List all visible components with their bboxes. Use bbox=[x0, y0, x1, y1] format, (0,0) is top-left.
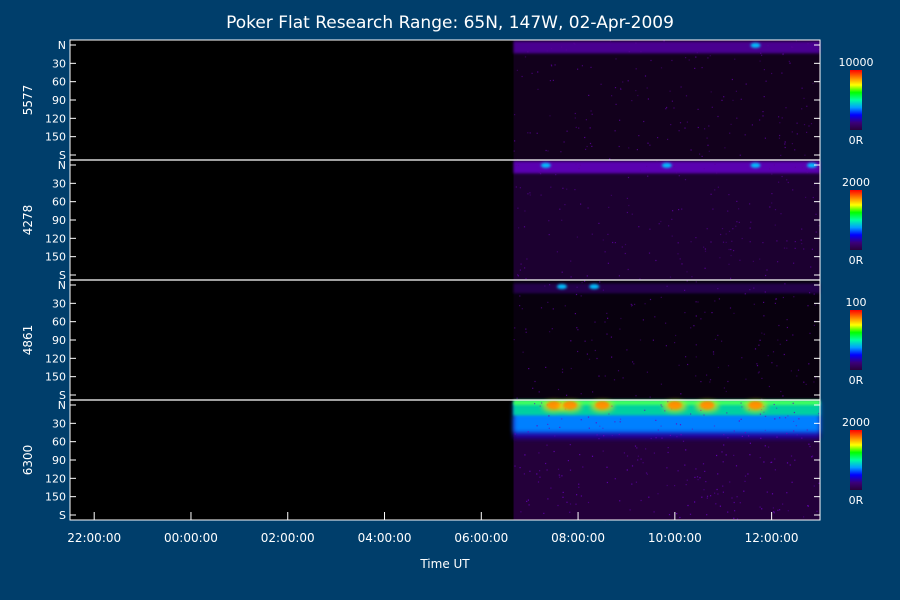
emission-peak bbox=[661, 162, 672, 168]
panel-4278: N 30 60 90 120 150 S 4278 2000 0R bbox=[21, 159, 870, 282]
y-tick-label: S bbox=[59, 149, 66, 162]
chart-title: Poker Flat Research Range: 65N, 147W, 02… bbox=[226, 13, 674, 33]
emission-peak bbox=[750, 162, 761, 168]
time-axis: 22:00:00 00:00:00 02:00:00 04:00:00 06:00:00… bbox=[67, 512, 799, 545]
panel-emission bbox=[513, 280, 820, 401]
colorbar-min-label: 0R bbox=[849, 374, 864, 387]
emission-peak bbox=[750, 42, 761, 48]
panel-emission bbox=[513, 40, 820, 161]
y-tick-label: 150 bbox=[45, 371, 66, 384]
colorbar bbox=[850, 70, 862, 130]
colorbar-max-label: 10000 bbox=[839, 56, 874, 69]
colorbar-max-label: 2000 bbox=[842, 176, 870, 189]
colorbar-min-label: 0R bbox=[849, 254, 864, 267]
x-axis-label: Time UT bbox=[419, 557, 470, 571]
y-tick-label: S bbox=[59, 509, 66, 522]
y-tick-label: 120 bbox=[45, 232, 66, 245]
panel-emission bbox=[513, 160, 820, 280]
emission-peak bbox=[556, 284, 567, 290]
y-tick-label: 30 bbox=[52, 417, 66, 430]
y-tick-label: N bbox=[58, 159, 66, 172]
y-tick-label: S bbox=[59, 389, 66, 402]
y-tick-label: 120 bbox=[45, 352, 66, 365]
y-tick-label: S bbox=[59, 269, 66, 282]
y-tick-label: 60 bbox=[52, 76, 66, 89]
y-tick-label: 90 bbox=[52, 214, 66, 227]
x-tick-label: 10:00:00 bbox=[648, 531, 702, 545]
y-tick-label: 60 bbox=[52, 316, 66, 329]
colorbar bbox=[850, 430, 862, 490]
x-tick-label: 22:00:00 bbox=[67, 531, 121, 545]
colorbar-min-label: 0R bbox=[849, 494, 864, 507]
y-tick-label: 60 bbox=[52, 196, 66, 209]
emission-peak bbox=[540, 162, 551, 168]
y-tick-label: 90 bbox=[52, 454, 66, 467]
y-tick-label: 150 bbox=[45, 131, 66, 144]
y-tick-label: 60 bbox=[52, 436, 66, 449]
emission-peak bbox=[806, 162, 817, 168]
x-tick-label: 00:00:00 bbox=[164, 531, 218, 545]
panel-wavelength-label: 4278 bbox=[21, 205, 35, 236]
panel-wavelength-label: 4861 bbox=[21, 325, 35, 356]
y-tick-label: 30 bbox=[52, 177, 66, 190]
emission-peak bbox=[589, 284, 600, 290]
y-tick-label: 30 bbox=[52, 297, 66, 310]
y-tick-label: 150 bbox=[45, 491, 66, 504]
y-tick-label: 150 bbox=[45, 251, 66, 264]
y-tick-label: 120 bbox=[45, 472, 66, 485]
x-tick-label: 04:00:00 bbox=[358, 531, 412, 545]
colorbar-max-label: 100 bbox=[846, 296, 867, 309]
y-tick-label: 90 bbox=[52, 94, 66, 107]
y-tick-label: N bbox=[58, 279, 66, 292]
x-tick-label: 12:00:00 bbox=[745, 531, 799, 545]
panel-6300: N 30 60 90 120 150 S 6300 2000 0R bbox=[21, 399, 870, 522]
panel-4861: N 30 60 90 120 150 S 4861 100 0R bbox=[21, 279, 867, 402]
y-tick-label: 120 bbox=[45, 112, 66, 125]
keogram-panels: N 30 60 90 120 150 S 5577 10000 0R N 30 60 90 120 150 S 4… bbox=[21, 39, 874, 522]
panel-5577: N 30 60 90 120 150 S 5577 10000 0R bbox=[21, 39, 874, 162]
colorbar-min-label: 0R bbox=[849, 134, 864, 147]
plot-frame bbox=[69, 39, 821, 521]
x-tick-label: 08:00:00 bbox=[551, 531, 605, 545]
y-tick-label: N bbox=[58, 39, 66, 52]
panel-wavelength-label: 5577 bbox=[21, 85, 35, 116]
y-tick-label: 90 bbox=[52, 334, 66, 347]
y-tick-label: N bbox=[58, 399, 66, 412]
colorbar bbox=[850, 310, 862, 370]
x-tick-label: 02:00:00 bbox=[261, 531, 315, 545]
panel-wavelength-label: 6300 bbox=[21, 445, 35, 476]
colorbar-max-label: 2000 bbox=[842, 416, 870, 429]
x-tick-label: 06:00:00 bbox=[454, 531, 508, 545]
panel-emission bbox=[513, 400, 821, 521]
colorbar bbox=[850, 190, 862, 250]
y-tick-label: 30 bbox=[52, 57, 66, 70]
